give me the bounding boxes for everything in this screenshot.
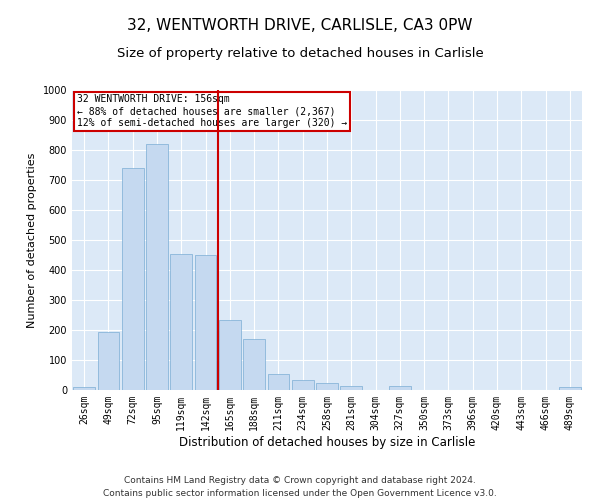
Bar bbox=[146, 144, 168, 390]
Y-axis label: Number of detached properties: Number of detached properties bbox=[27, 152, 37, 328]
Bar bbox=[219, 320, 241, 390]
Bar bbox=[389, 386, 411, 390]
Text: 32 WENTWORTH DRIVE: 156sqm
← 88% of detached houses are smaller (2,367)
12% of s: 32 WENTWORTH DRIVE: 156sqm ← 88% of deta… bbox=[77, 94, 347, 128]
Bar bbox=[559, 387, 581, 390]
Bar bbox=[340, 386, 362, 390]
Bar bbox=[268, 374, 289, 390]
X-axis label: Distribution of detached houses by size in Carlisle: Distribution of detached houses by size … bbox=[179, 436, 475, 448]
Bar bbox=[73, 387, 95, 390]
Bar bbox=[122, 168, 143, 390]
Bar bbox=[194, 255, 217, 390]
Bar bbox=[243, 339, 265, 390]
Text: Contains HM Land Registry data © Crown copyright and database right 2024.
Contai: Contains HM Land Registry data © Crown c… bbox=[103, 476, 497, 498]
Bar bbox=[292, 380, 314, 390]
Text: 32, WENTWORTH DRIVE, CARLISLE, CA3 0PW: 32, WENTWORTH DRIVE, CARLISLE, CA3 0PW bbox=[127, 18, 473, 32]
Bar bbox=[97, 332, 119, 390]
Bar bbox=[316, 382, 338, 390]
Text: Size of property relative to detached houses in Carlisle: Size of property relative to detached ho… bbox=[116, 48, 484, 60]
Bar bbox=[170, 254, 192, 390]
